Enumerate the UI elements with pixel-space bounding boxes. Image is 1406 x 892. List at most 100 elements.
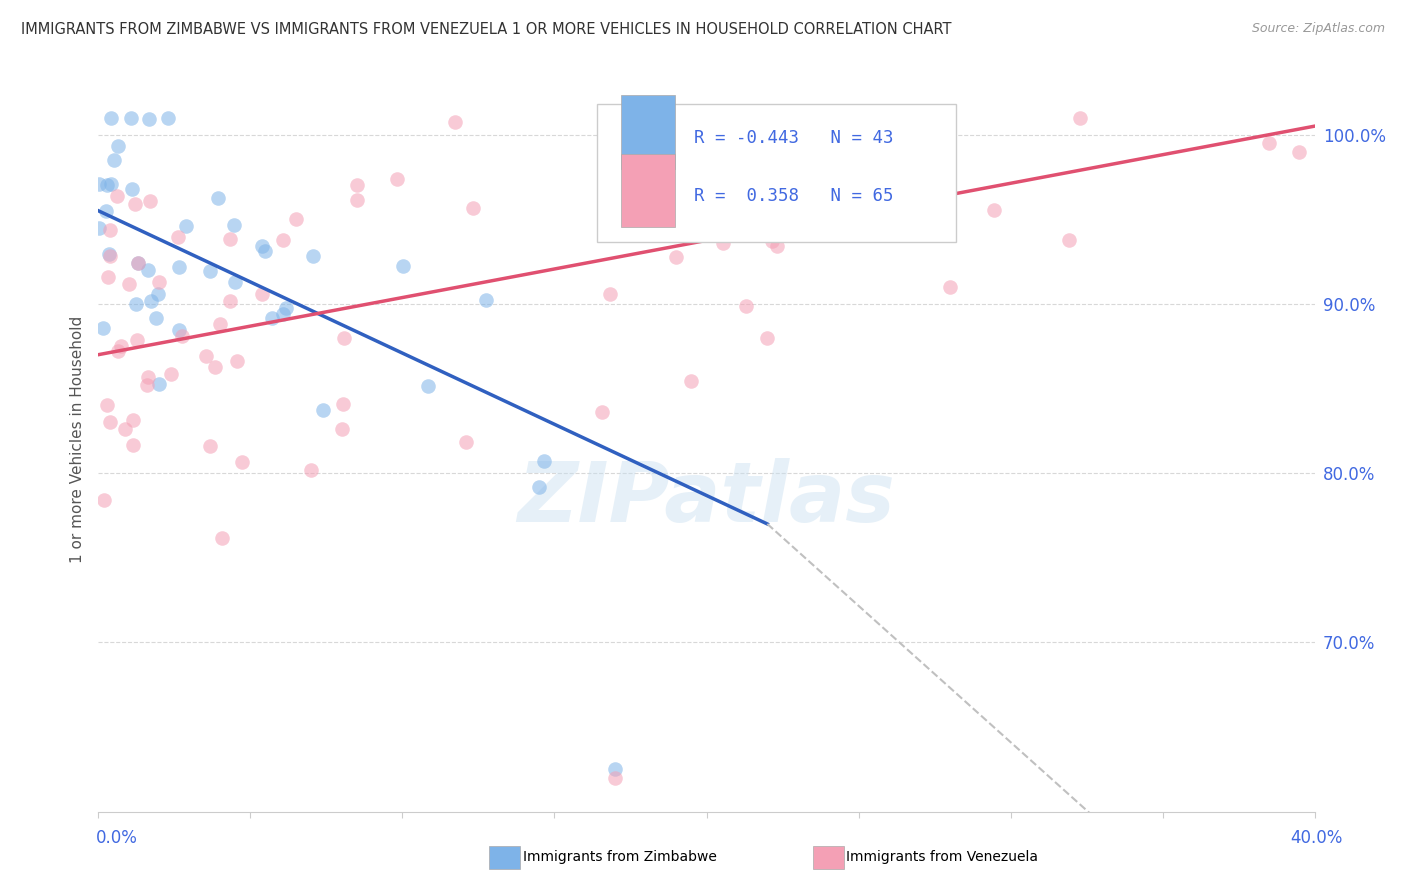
Point <box>218 232 240 246</box>
Text: 40.0%: 40.0% <box>1291 829 1343 847</box>
Point <box>591 405 613 419</box>
Point <box>125 333 148 347</box>
Point <box>605 763 627 777</box>
Point <box>454 434 477 449</box>
Point <box>533 453 555 467</box>
Point <box>254 244 277 258</box>
Point <box>475 293 498 307</box>
Point <box>276 301 298 315</box>
Point <box>346 193 368 207</box>
Point <box>105 189 128 203</box>
Point <box>271 307 294 321</box>
Point <box>97 270 120 285</box>
Point <box>107 343 129 358</box>
Point <box>271 234 294 248</box>
Point <box>312 403 335 417</box>
Point <box>765 239 787 253</box>
Point <box>146 287 169 301</box>
Point <box>148 275 170 289</box>
Point <box>387 171 409 186</box>
Point <box>100 249 122 263</box>
Point <box>93 492 115 507</box>
Point <box>224 275 246 289</box>
Point <box>346 178 368 192</box>
Point <box>110 339 132 353</box>
Point <box>120 111 142 125</box>
Point <box>118 277 141 291</box>
Point <box>125 297 148 311</box>
Text: Source: ZipAtlas.com: Source: ZipAtlas.com <box>1251 22 1385 36</box>
Point <box>136 262 159 277</box>
Point <box>136 370 159 384</box>
Point <box>330 422 353 436</box>
Point <box>250 287 273 301</box>
Point <box>711 235 734 250</box>
Text: Immigrants from Venezuela: Immigrants from Venezuela <box>846 850 1039 864</box>
Text: 0.0%: 0.0% <box>96 829 138 847</box>
Point <box>139 194 162 208</box>
Point <box>939 280 962 294</box>
Point <box>94 203 117 218</box>
Point <box>156 111 179 125</box>
FancyBboxPatch shape <box>621 153 675 227</box>
Point <box>444 115 467 129</box>
Point <box>98 223 121 237</box>
Point <box>208 317 231 331</box>
Point <box>761 234 783 248</box>
Point <box>207 191 229 205</box>
Point <box>100 177 122 191</box>
Point <box>599 286 621 301</box>
Point <box>302 249 325 263</box>
Point <box>211 531 233 545</box>
Point <box>167 260 190 275</box>
Point <box>1288 145 1310 159</box>
Point <box>145 311 167 326</box>
Point <box>169 323 191 337</box>
Point <box>1258 136 1281 150</box>
Point <box>127 256 149 270</box>
Point <box>605 771 627 785</box>
Point <box>299 462 322 476</box>
Point <box>135 378 157 392</box>
Text: R =  0.358   N = 65: R = 0.358 N = 65 <box>695 187 894 205</box>
Point <box>96 398 118 412</box>
Point <box>96 178 118 193</box>
Point <box>1069 111 1091 125</box>
Point <box>333 331 356 345</box>
Point <box>103 153 125 167</box>
Point <box>204 360 226 375</box>
Point <box>127 256 149 270</box>
FancyBboxPatch shape <box>598 104 956 242</box>
Point <box>332 397 354 411</box>
Point <box>122 437 145 451</box>
Point <box>97 247 120 261</box>
Point <box>139 294 162 309</box>
Point <box>124 197 146 211</box>
Point <box>679 374 702 388</box>
Point <box>170 329 193 343</box>
Point <box>148 376 170 391</box>
Point <box>174 219 197 233</box>
Point <box>91 321 114 335</box>
Point <box>89 220 111 235</box>
Point <box>461 201 484 215</box>
Point <box>756 331 779 345</box>
Point <box>231 455 253 469</box>
Point <box>138 112 160 127</box>
Text: Immigrants from Zimbabwe: Immigrants from Zimbabwe <box>523 850 717 864</box>
Point <box>107 139 129 153</box>
Point <box>392 260 415 274</box>
Text: R = -0.443   N = 43: R = -0.443 N = 43 <box>695 128 894 147</box>
Point <box>219 294 242 309</box>
Point <box>284 211 307 226</box>
Point <box>87 178 110 192</box>
Point <box>98 415 121 429</box>
Point <box>1059 233 1081 247</box>
Point <box>647 212 669 227</box>
Point <box>222 218 245 232</box>
Point <box>114 422 136 436</box>
Text: IMMIGRANTS FROM ZIMBABWE VS IMMIGRANTS FROM VENEZUELA 1 OR MORE VEHICLES IN HOUS: IMMIGRANTS FROM ZIMBABWE VS IMMIGRANTS F… <box>21 22 952 37</box>
Point <box>121 413 143 427</box>
Point <box>198 439 221 453</box>
Point <box>198 264 221 278</box>
